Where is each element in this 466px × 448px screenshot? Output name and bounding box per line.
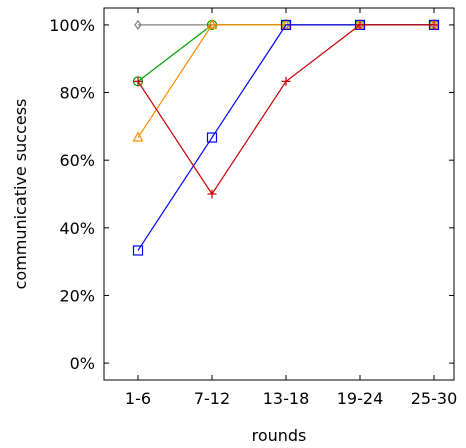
y-axis-ticks: 0% 20% 40% 60% 80% 100% (49, 16, 454, 373)
y-tick-label: 80% (59, 84, 95, 103)
x-tick-label: 1-6 (125, 389, 151, 408)
x-tick-label: 19-24 (337, 389, 384, 408)
data-point-diamond (134, 19, 142, 30)
data-point-triangle (206, 18, 218, 30)
data-point-square (206, 132, 218, 143)
data-point-plus (133, 76, 143, 86)
data-point-square (132, 245, 144, 256)
x-tick-label: 7-12 (194, 389, 230, 408)
y-tick-label: 100% (49, 16, 95, 35)
series-layer (132, 18, 440, 256)
y-tick-label: 20% (59, 286, 95, 305)
y-tick-label: 60% (59, 151, 95, 170)
data-point-square (280, 19, 292, 31)
series-line (137, 24, 434, 82)
series-line (137, 24, 434, 196)
series-plus (133, 20, 439, 199)
data-point-plus (355, 20, 365, 30)
series-circle (132, 19, 440, 87)
series-line (137, 24, 434, 251)
x-axis-title: rounds (252, 426, 307, 445)
data-point-triangle (280, 18, 292, 30)
y-axis-title: communicative success (11, 99, 30, 290)
plot-frame (103, 7, 455, 381)
data-point-plus (429, 20, 439, 30)
data-point-plus (207, 189, 217, 199)
y-tick-label: 40% (59, 219, 95, 238)
series-square (132, 19, 440, 256)
x-tick-label: 25-30 (411, 389, 458, 408)
data-point-triangle (132, 131, 144, 142)
y-tick-label: 0% (70, 354, 95, 373)
data-point-plus (281, 76, 291, 86)
x-tick-label: 13-18 (263, 389, 310, 408)
x-axis-ticks: 1-6 7-12 13-18 19-24 25-30 (125, 8, 457, 408)
